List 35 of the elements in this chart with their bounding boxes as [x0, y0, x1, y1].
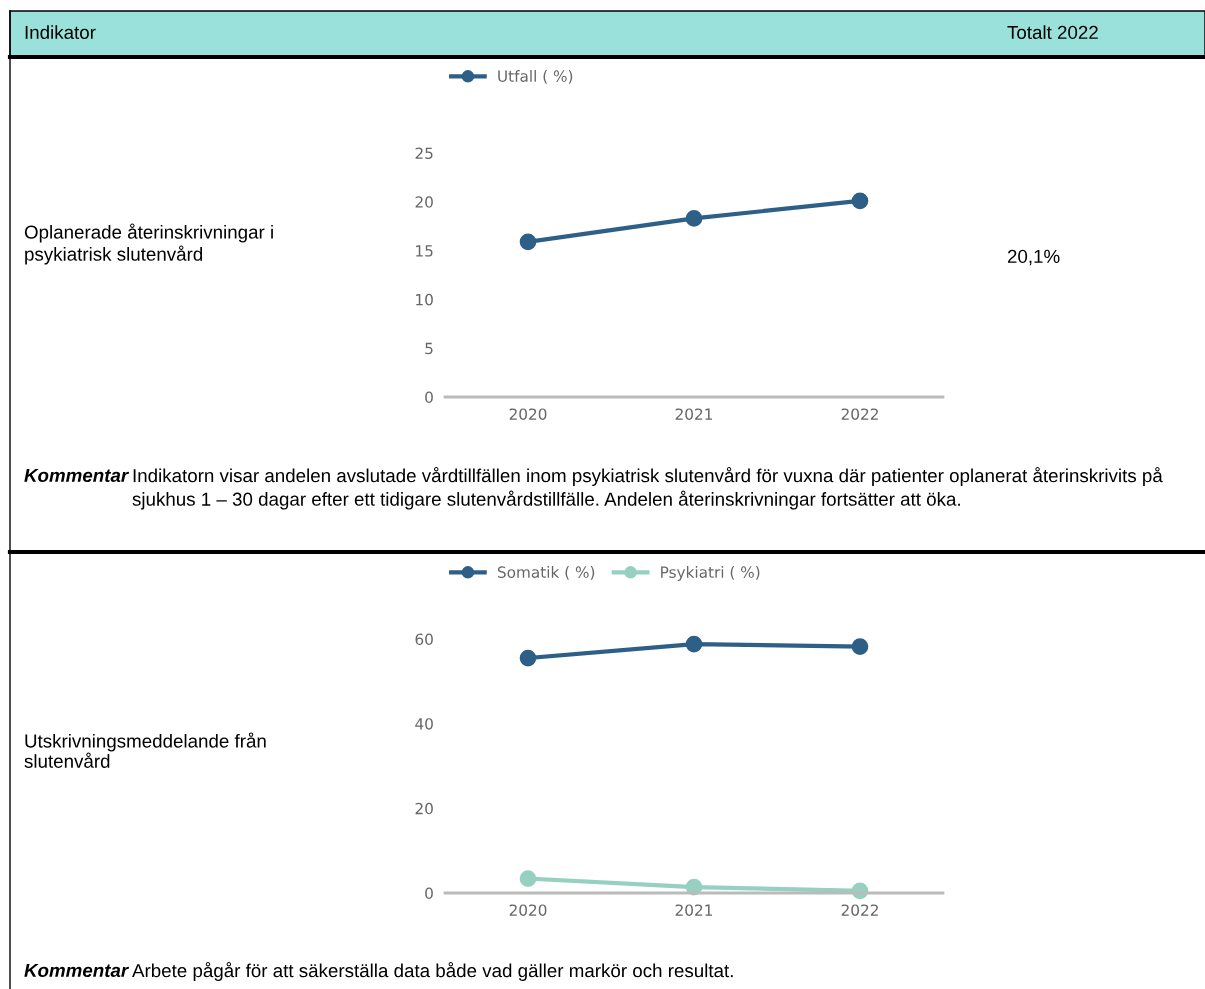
legend-label: Somatik ( %): [497, 566, 595, 580]
text: Arbete pågår för att säkerställa data både vad gäller markör och resultat.: [132, 962, 733, 981]
point: [519, 233, 537, 251]
x-tick-label: 2021: [675, 904, 713, 916]
text: Indikator: [25, 25, 96, 40]
text: Indikatorn visar andelen avslutade vårdtillfällen inom psykiatrisk slutenvård för vuxna där patienter oplanerat återinskrivits på sjukhus 1 – 30 dagar efter ett tidigare slutenvårdstillfälle. Andelen återinskrivningar fortsätter att öka.: [132, 467, 1163, 510]
x-tick-label: 2020: [509, 904, 547, 916]
text: Kommentar: [24, 468, 130, 483]
x-tick-label: 2022: [841, 904, 878, 916]
point: [519, 870, 537, 887]
legend-label: Psykiatri ( %): [661, 566, 760, 581]
text: Utskrivningsmeddelande från slutenvård: [24, 732, 266, 768]
x-tick-label: 2020: [509, 408, 547, 420]
y-tick-label: 40: [415, 718, 433, 730]
point: [519, 649, 537, 667]
x-tick-label: 2022: [841, 408, 878, 420]
legend-label: Utfall ( %): [498, 70, 573, 84]
point: [851, 638, 869, 655]
y-tick-label: 25: [415, 147, 433, 160]
text: 20,1%: [1007, 249, 1060, 266]
point: [685, 210, 703, 227]
text: Totalt 2022: [1007, 25, 1098, 40]
y-tick-label: 20: [415, 196, 433, 208]
x-tick-label: 2021: [675, 408, 713, 420]
y-tick-label: 15: [416, 245, 433, 257]
y-tick-label: 10: [416, 293, 433, 306]
y-tick-label: 5: [425, 342, 433, 355]
point: [851, 192, 869, 210]
point: [685, 635, 703, 653]
y-tick-label: 0: [425, 887, 433, 900]
y-tick-label: 0: [425, 391, 433, 404]
y-tick-label: 20: [415, 802, 433, 815]
text: Kommentar: [24, 963, 130, 978]
text: Oplanerade återinskrivningar i psykiatrisk slutenvård: [24, 223, 273, 265]
y-tick-label: 60: [415, 633, 433, 646]
